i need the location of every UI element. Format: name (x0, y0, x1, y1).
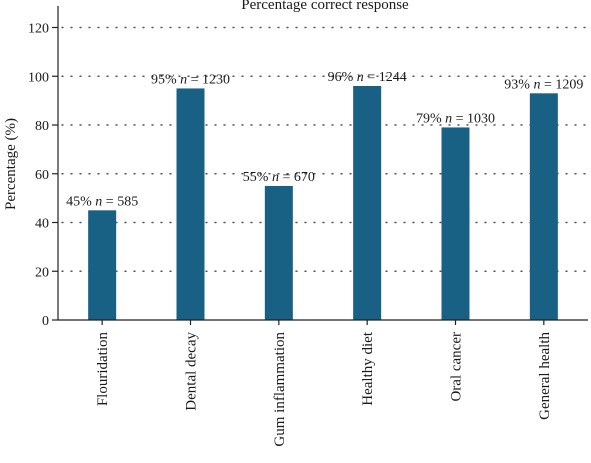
y-tick-label: 0 (42, 314, 49, 329)
bar-data-label: 96% n = 1244 (328, 70, 407, 85)
y-axis-title: Percentage (%) (3, 118, 19, 210)
chart-title: Percentage correct response (241, 0, 409, 13)
category-label: Oral cancer (449, 332, 465, 402)
axes (52, 6, 588, 325)
bar-label-n: n (533, 77, 540, 92)
bar-label-percent: 93% (504, 77, 533, 92)
bar-1 (176, 88, 205, 320)
bar-label-count: = 585 (102, 194, 138, 209)
bar-label-count: = 1209 (540, 77, 583, 92)
bar-data-label: 45% n = 585 (66, 194, 138, 209)
y-tick-label: 80 (35, 119, 49, 134)
bar-label-count: = 670 (279, 170, 315, 185)
bar-0 (88, 210, 117, 320)
category-label: Healthy diet (360, 331, 376, 406)
bar-data-label: 79% n = 1030 (416, 111, 495, 126)
bar-data-label: 55% n = 670 (243, 170, 315, 185)
category-label: Dental decay (184, 332, 200, 411)
bar-3 (353, 86, 382, 320)
bar-label-count: = 1030 (452, 111, 495, 126)
bar-label-percent: 96% (328, 70, 357, 85)
category-label: General health (537, 332, 553, 420)
y-tick-labels: 0 20 40 60 80 100 120 (28, 22, 49, 330)
bar-label-percent: 79% (416, 111, 445, 126)
bar-label-count: = 1230 (187, 72, 230, 87)
category-labels: Flouridation Dental decay Gum inflammation… (95, 331, 553, 446)
bar-label-percent: 95% (151, 72, 180, 87)
bar-2 (264, 185, 293, 320)
gridlines (61, 26, 587, 272)
bar-data-label: 93% n = 1209 (504, 77, 583, 92)
bars (88, 86, 558, 320)
y-tick-label: 60 (35, 168, 49, 183)
bar-data-label: 95% n = 1230 (151, 72, 230, 87)
bar-label-n: n (95, 194, 102, 209)
bar-label-percent: 55% (243, 170, 272, 185)
bar-label-n: n (357, 70, 364, 85)
y-tick-label: 120 (28, 22, 49, 37)
category-label: Gum inflammation (272, 332, 288, 447)
y-tick-label: 100 (28, 70, 49, 85)
category-label: Flouridation (95, 332, 111, 407)
bar-label-n: n (180, 72, 187, 87)
y-tick-label: 40 (35, 217, 49, 232)
bar-4 (441, 127, 470, 320)
data-labels: 45% n = 585 95% n = 1230 55% n = 670 96% n … (66, 70, 583, 209)
bar-5 (529, 93, 558, 320)
y-tick-label: 20 (35, 265, 49, 280)
bar-label-count: = 1244 (364, 70, 407, 85)
bar-label-n: n (445, 111, 452, 126)
bar-label-percent: 45% (66, 194, 95, 209)
bar-label-n: n (272, 170, 279, 185)
